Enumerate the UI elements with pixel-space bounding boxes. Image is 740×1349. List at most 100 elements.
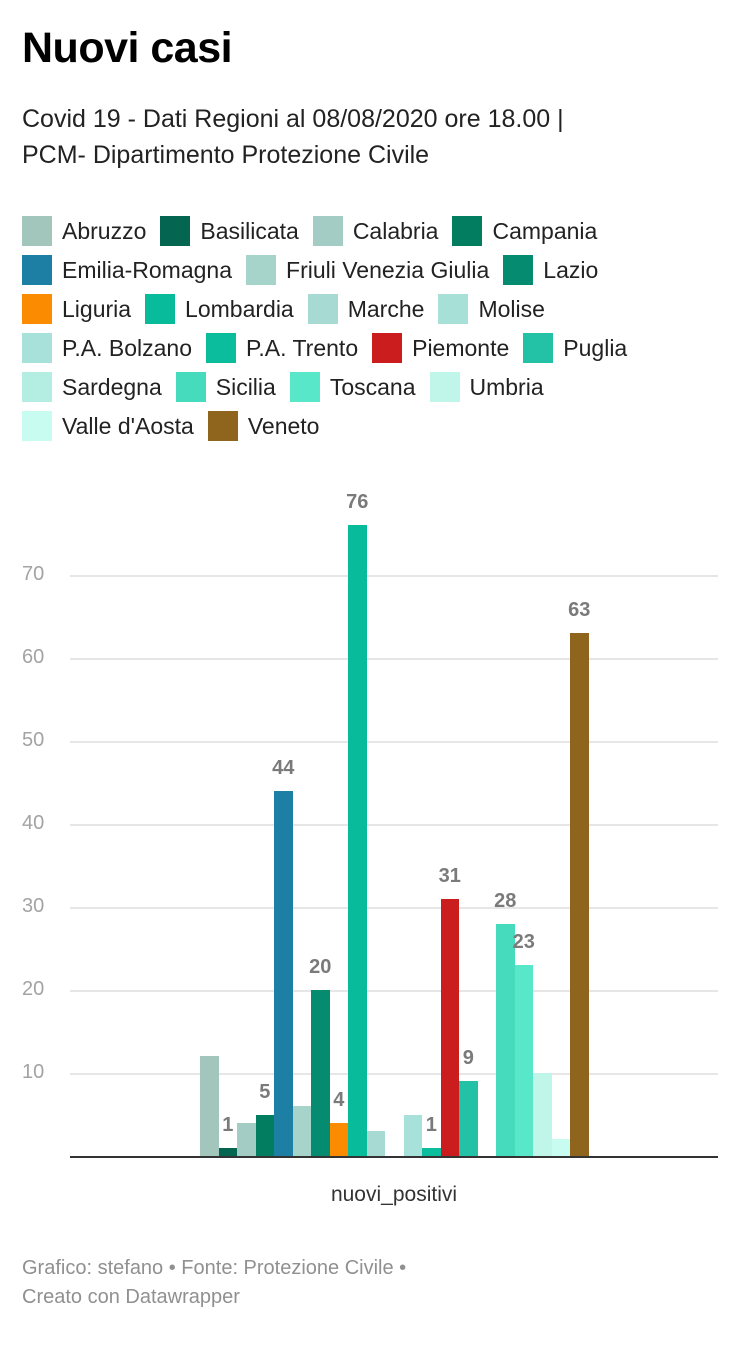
gridline <box>70 575 718 577</box>
legend-item: Emilia-Romagna <box>22 255 232 285</box>
legend-label: Marche <box>347 295 425 322</box>
bar <box>551 1139 570 1156</box>
legend-item: Valle d'Aosta <box>22 411 194 441</box>
legend-item: Lazio <box>503 255 598 285</box>
bar <box>514 965 533 1156</box>
legend: Abruzzo Basilicata Calabria Campania Emilia-… <box>22 216 722 441</box>
legend-label: Sicilia <box>215 373 276 400</box>
legend-swatch <box>523 333 554 363</box>
subtitle-line-1: Covid 19 - Dati Regioni al 08/08/2020 or… <box>22 105 564 133</box>
bar <box>237 1122 256 1156</box>
legend-label: Puglia <box>563 334 628 361</box>
legend-swatch <box>438 294 469 324</box>
y-tick-label: 30 <box>22 895 45 917</box>
legend-swatch <box>307 294 338 324</box>
legend-swatch <box>22 255 52 285</box>
bar-value-label: 20 <box>309 956 332 978</box>
gridline <box>70 824 718 826</box>
bar-chart: 70 60 50 40 30 20 10 1 5 44 20 4 76 1 31 9 28 23 63 <box>0 470 740 1170</box>
bar <box>533 1073 552 1156</box>
legend-label: Liguria <box>62 295 132 322</box>
bar <box>255 1114 274 1156</box>
bar <box>366 1131 385 1156</box>
legend-item: Sardegna <box>22 372 162 402</box>
y-tick-label: 10 <box>22 1061 45 1083</box>
subtitle-line-2: PCM- Dipartimento Protezione Civile <box>22 141 430 169</box>
legend-swatch <box>312 216 343 246</box>
legend-label: Friuli Venezia Giulia <box>286 256 490 283</box>
bar-value-label: 1 <box>222 1113 234 1136</box>
legend-item: Marche <box>307 294 425 324</box>
chart-subtitle: Covid 19 - Dati Regioni al 08/08/2020 or… <box>22 101 722 173</box>
y-tick-label: 50 <box>22 729 45 751</box>
legend-swatch <box>372 333 403 363</box>
bar <box>348 525 367 1156</box>
legend-item: Piemonte <box>372 333 509 363</box>
legend-swatch <box>452 216 483 246</box>
legend-swatch <box>206 333 237 363</box>
legend-label: P.A. Trento <box>246 334 359 361</box>
bar <box>422 1147 441 1156</box>
legend-item: Umbria <box>429 372 544 402</box>
bar-value-label: 28 <box>494 889 517 912</box>
legend-item: P.A. Trento <box>206 333 358 363</box>
legend-item: Molise <box>438 294 545 324</box>
bar <box>570 633 589 1156</box>
legend-item: Basilicata <box>160 216 299 246</box>
footer-datawrapper: Creato con Datawrapper <box>22 1286 240 1308</box>
bar <box>218 1147 237 1156</box>
legend-swatch <box>22 294 52 324</box>
legend-item: Liguria <box>22 294 131 324</box>
legend-swatch <box>160 216 191 246</box>
legend-label: P.A. Bolzano <box>62 334 193 361</box>
legend-label: Campania <box>492 217 598 244</box>
legend-item: Sicilia <box>175 372 276 402</box>
y-tick-label: 20 <box>22 978 45 1000</box>
legend-label: Umbria <box>469 373 544 400</box>
legend-label: Valle d'Aosta <box>62 412 194 439</box>
legend-item: Veneto <box>207 411 320 441</box>
y-tick-label: 40 <box>22 812 45 834</box>
bar <box>459 1081 478 1156</box>
legend-swatch <box>22 216 52 246</box>
gridline <box>70 907 718 909</box>
legend-swatch <box>22 372 52 402</box>
legend-label: Lazio <box>543 256 599 283</box>
bar-value-label: 63 <box>568 599 591 622</box>
gridline <box>70 1073 718 1075</box>
bar-value-label: 44 <box>272 756 295 779</box>
footer-credits: Grafico: stefano • Fonte: Protezione Civ… <box>22 1257 407 1279</box>
legend-label: Veneto <box>247 412 320 439</box>
legend-label: Calabria <box>352 217 439 244</box>
bar <box>274 790 293 1156</box>
legend-swatch <box>145 294 176 324</box>
y-tick-label: 70 <box>22 563 45 585</box>
legend-item: Toscana <box>289 372 416 402</box>
bar <box>496 923 515 1156</box>
legend-label: Lombardia <box>185 295 294 322</box>
bar <box>440 898 459 1156</box>
legend-label: Molise <box>478 295 545 322</box>
legend-swatch <box>22 333 52 363</box>
bar <box>200 1056 219 1156</box>
chart-footer: Grafico: stefano • Fonte: Protezione Civ… <box>22 1254 406 1312</box>
bar-value-label: 4 <box>333 1088 345 1111</box>
legend-label: Piemonte <box>412 334 510 361</box>
chart-title: Nuovi casi <box>22 24 233 72</box>
legend-label: Abruzzo <box>62 217 147 244</box>
legend-label: Basilicata <box>200 217 299 244</box>
bar <box>311 990 330 1156</box>
bar-value-label: 31 <box>438 864 461 887</box>
bar <box>329 1122 348 1156</box>
legend-item: Calabria <box>312 216 439 246</box>
legend-swatch <box>289 372 320 402</box>
bar-value-label: 5 <box>259 1080 271 1103</box>
legend-swatch <box>207 411 238 441</box>
legend-label: Emilia-Romagna <box>62 256 233 283</box>
legend-swatch <box>246 255 277 285</box>
bar <box>292 1106 311 1156</box>
legend-item: Lombardia <box>145 294 294 324</box>
y-tick-label: 60 <box>22 646 45 668</box>
bar-value-label: 1 <box>425 1113 437 1136</box>
legend-swatch <box>503 255 534 285</box>
